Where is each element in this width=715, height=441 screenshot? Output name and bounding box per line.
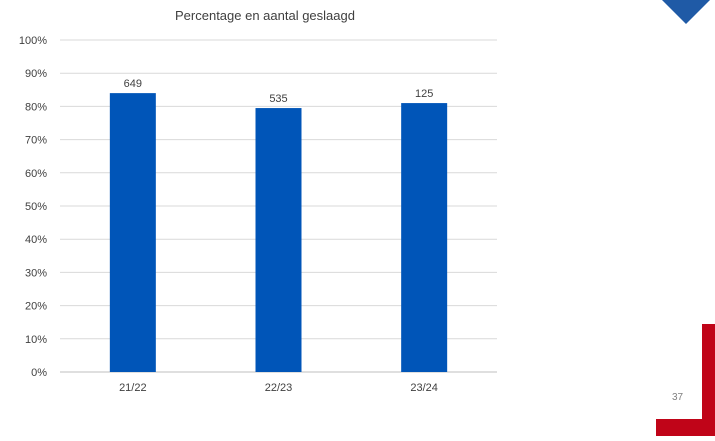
y-tick-label: 80% (25, 101, 47, 113)
y-tick-label: 40% (25, 234, 47, 246)
y-tick-label: 60% (25, 168, 47, 180)
y-tick-label: 70% (25, 135, 47, 147)
logo-letter: S (655, 5, 668, 19)
y-tick-label: 90% (25, 68, 47, 80)
slide-number: 37 (672, 392, 684, 403)
x-tick-label: 21/22 (119, 382, 147, 394)
bar (109, 93, 156, 373)
y-axis-tick-labels: 0% 10% 20% 30% 40% 50% 60% 70% 80% 90% 100% (19, 35, 47, 379)
chart-title: Percentage en aantal geslaagd (175, 8, 355, 23)
bar (401, 103, 448, 372)
logo-badge: S (640, 0, 715, 35)
x-tick-label: 23/24 (410, 382, 438, 394)
y-tick-label: 50% (25, 201, 47, 213)
y-tick-label: 0% (31, 367, 47, 379)
y-tick-label: 20% (25, 301, 47, 313)
bar-series (109, 93, 448, 373)
data-label: 649 (124, 78, 142, 90)
y-tick-label: 100% (19, 35, 47, 47)
x-axis-tick-labels: 21/22 22/23 23/24 (119, 382, 438, 394)
bar (255, 108, 302, 372)
data-label: 535 (269, 93, 287, 105)
y-tick-label: 30% (25, 267, 47, 279)
data-label: 125 (415, 88, 433, 100)
brand-corner-mark (656, 324, 715, 441)
data-labels: 649 535 125 (124, 78, 434, 105)
y-tick-label: 10% (25, 334, 47, 346)
x-tick-label: 22/23 (265, 382, 293, 394)
